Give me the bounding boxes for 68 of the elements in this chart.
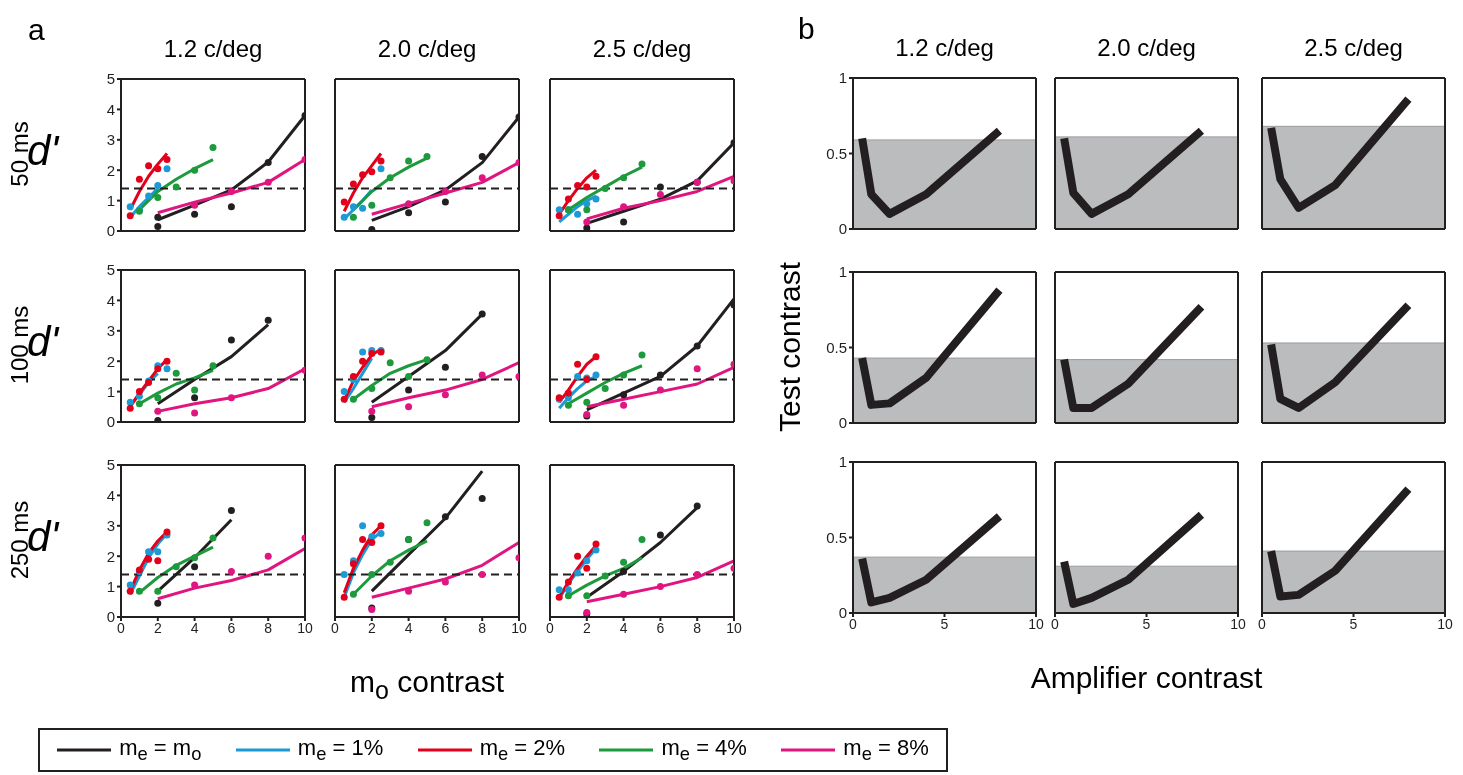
x-tick-label: 5 [1142, 615, 1151, 632]
y-tick-label: 1 [838, 69, 847, 87]
y-tick-label: 1 [106, 191, 115, 209]
text: a [28, 13, 45, 47]
y-tick-label: 3 [106, 322, 115, 340]
x-tick-label: 6 [441, 619, 450, 636]
y-tick-label: 4 [106, 486, 115, 504]
y-tick-label: 0.5 [826, 528, 847, 546]
y-tick-label: 0 [106, 222, 115, 240]
x-tick-label: 10 [297, 619, 313, 636]
y-tick-label: 2 [106, 352, 115, 370]
x-tick-label: 8 [264, 619, 273, 636]
y-tick-label: 0.5 [826, 338, 847, 356]
legend-label: m$_{e}$ = 4% [661, 734, 747, 766]
y-tick-label: 4 [106, 100, 115, 118]
x-tick-label: 2 [153, 619, 162, 636]
x-tick-label: 0 [1258, 615, 1267, 632]
x-tick-label: 0 [849, 615, 858, 632]
y-tick-label: 1 [838, 263, 847, 281]
x-tick-label: 2 [367, 619, 376, 636]
text: b [798, 12, 815, 46]
x-tick-label: 8 [478, 619, 487, 636]
chart-title: 1.2 c/deg [162, 35, 264, 63]
chart-title: 1.2 c/deg [894, 34, 995, 62]
y-tick-label: 1 [106, 577, 115, 595]
x-tick-label: 0 [1051, 615, 1060, 632]
y-tick-label: 5 [106, 261, 115, 279]
y-tick-label: 0.5 [826, 144, 847, 162]
y-tick-label: 3 [106, 517, 115, 535]
x-axis-title: m$_{o}$ contrast [350, 665, 504, 704]
legend-label: m$_{e}$ = 2% [479, 734, 566, 766]
x-tick-label: 6 [227, 619, 236, 636]
y-tick-label: 0 [106, 413, 115, 431]
y-tick-label: 1 [106, 382, 115, 400]
x-tick-label: 2 [582, 619, 591, 636]
x-tick-label: 10 [726, 619, 742, 636]
x-tick-label: 6 [656, 619, 665, 636]
y-tick-label: 5 [106, 456, 115, 474]
chart-title: 2.5 c/deg [1303, 34, 1404, 62]
x-tick-label: 10 [1437, 615, 1453, 632]
x-tick-label: 0 [331, 619, 340, 636]
y-tick-label: 0 [838, 220, 847, 238]
y-axis-title: Test contrast [773, 261, 806, 432]
y-tick-label: 4 [106, 291, 115, 309]
x-tick-label: 5 [940, 615, 949, 632]
x-tick-label: 5 [1349, 615, 1358, 632]
y-tick-label: 5 [106, 70, 115, 88]
legend-label: m$_{e}$ = 1% [297, 734, 384, 766]
x-tick-label: 4 [619, 619, 628, 636]
x-tick-label: 10 [1230, 615, 1246, 632]
chart-title: 2.5 c/deg [591, 35, 693, 63]
x-tick-label: 10 [1028, 615, 1044, 632]
chart-title: 2.0 c/deg [376, 35, 478, 63]
x-tick-label: 4 [404, 619, 413, 636]
x-tick-label: 0 [117, 619, 126, 636]
x-tick-label: 10 [511, 619, 527, 636]
x-tick-label: 8 [693, 619, 702, 636]
y-tick-label: 1 [838, 453, 847, 471]
chart-title: 2.0 c/deg [1096, 34, 1197, 62]
y-tick-label: 2 [106, 547, 115, 565]
y-tick-label: 3 [106, 131, 115, 149]
x-axis-title: Amplifier contrast [1030, 661, 1263, 694]
legend-label: m$_{e}$ = m$_{o}$ [119, 734, 202, 766]
legend-label: m$_{e}$ = 8% [843, 734, 929, 766]
y-tick-label: 2 [106, 161, 115, 179]
y-tick-label: 0 [838, 414, 847, 432]
x-tick-label: 4 [190, 619, 199, 636]
x-tick-label: 0 [546, 619, 555, 636]
